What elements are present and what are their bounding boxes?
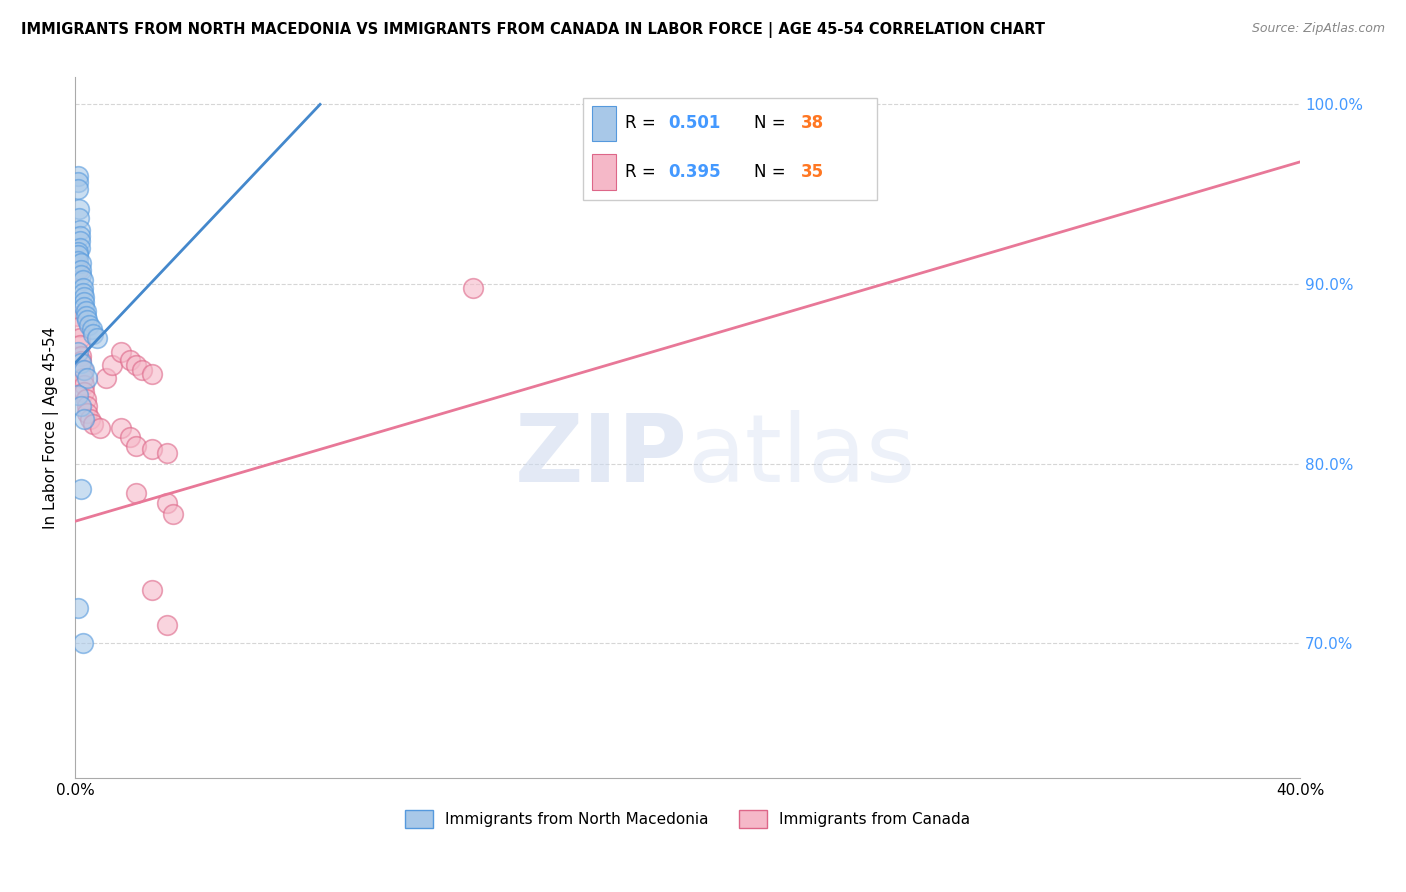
Point — [82, 327, 104, 342]
Point — [141, 442, 163, 457]
Point — [70, 262, 93, 277]
Point — [86, 331, 108, 345]
Text: IMMIGRANTS FROM NORTH MACEDONIA VS IMMIGRANTS FROM CANADA IN LABOR FORCE | AGE 4: IMMIGRANTS FROM NORTH MACEDONIA VS IMMIG… — [21, 22, 1045, 38]
Point — [82, 417, 104, 432]
Point — [70, 399, 93, 413]
Point — [72, 273, 94, 287]
Point — [110, 345, 132, 359]
Point — [70, 354, 93, 368]
Point — [463, 281, 485, 295]
Point — [76, 370, 98, 384]
Point — [72, 286, 94, 301]
Point — [67, 175, 90, 189]
Point — [94, 370, 117, 384]
Point — [73, 377, 96, 392]
Point — [67, 600, 90, 615]
Point — [67, 388, 90, 402]
Point — [72, 636, 94, 650]
Point — [67, 262, 90, 277]
Point — [141, 367, 163, 381]
Point — [141, 582, 163, 597]
Point — [72, 370, 94, 384]
Point — [73, 363, 96, 377]
Point — [70, 356, 93, 370]
Point — [67, 244, 90, 259]
Legend: Immigrants from North Macedonia, Immigrants from Canada: Immigrants from North Macedonia, Immigra… — [399, 804, 976, 834]
Point — [110, 421, 132, 435]
Text: atlas: atlas — [688, 409, 915, 502]
Point — [89, 421, 111, 435]
Point — [67, 169, 90, 184]
Point — [120, 352, 142, 367]
Point — [69, 331, 91, 345]
Point — [73, 384, 96, 399]
Point — [72, 281, 94, 295]
Point — [101, 358, 124, 372]
Point — [79, 412, 101, 426]
Point — [70, 255, 93, 269]
Point — [67, 211, 90, 225]
Point — [131, 363, 153, 377]
Point — [80, 322, 103, 336]
Point — [67, 182, 90, 196]
Point — [125, 358, 148, 372]
Point — [125, 439, 148, 453]
Point — [76, 313, 98, 327]
Point — [76, 407, 98, 421]
Point — [156, 618, 179, 632]
Point — [67, 253, 90, 268]
Point — [125, 485, 148, 500]
Point — [72, 363, 94, 377]
Point — [69, 223, 91, 237]
Point — [70, 268, 93, 282]
Point — [73, 301, 96, 315]
Point — [69, 228, 91, 243]
Point — [156, 446, 179, 460]
Point — [156, 496, 179, 510]
Point — [70, 482, 93, 496]
Point — [67, 202, 90, 216]
Point — [70, 349, 93, 363]
Point — [73, 412, 96, 426]
Point — [75, 310, 97, 324]
Point — [162, 507, 184, 521]
Text: ZIP: ZIP — [515, 409, 688, 502]
Y-axis label: In Labor Force | Age 45-54: In Labor Force | Age 45-54 — [44, 326, 59, 529]
Point — [75, 304, 97, 318]
Text: Source: ZipAtlas.com: Source: ZipAtlas.com — [1251, 22, 1385, 36]
Point — [76, 399, 98, 413]
Point — [69, 338, 91, 352]
Point — [67, 310, 90, 324]
Point — [69, 241, 91, 255]
Point — [67, 320, 90, 334]
Point — [67, 248, 90, 262]
Point — [69, 234, 91, 248]
Point — [120, 430, 142, 444]
Point — [77, 318, 100, 333]
Point — [67, 345, 90, 359]
Point — [73, 295, 96, 310]
Point — [73, 290, 96, 304]
Point — [75, 392, 97, 406]
